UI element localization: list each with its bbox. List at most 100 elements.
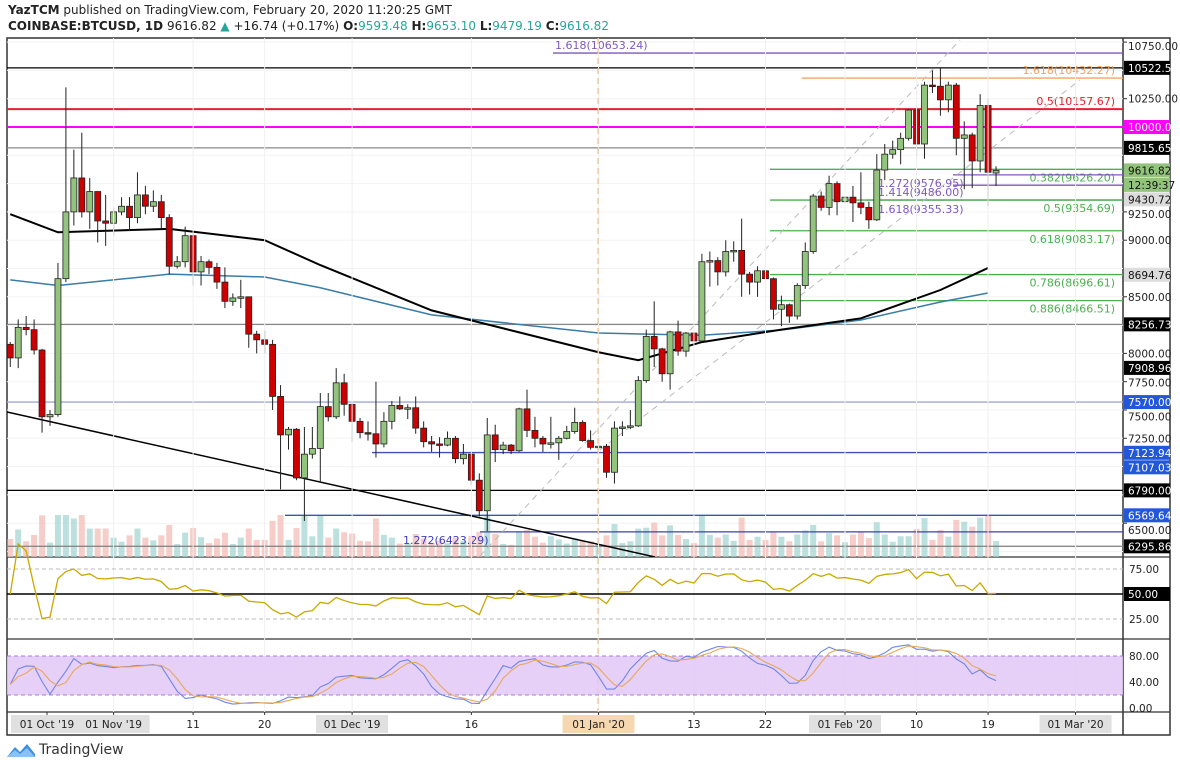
volume-bar [221, 532, 228, 557]
time-tick-label: 01 Dec '19 [324, 719, 381, 731]
candle [205, 261, 213, 268]
candle [698, 261, 706, 342]
fib-level-label: 0.786(8696.61) [1029, 277, 1115, 290]
candle [611, 427, 618, 473]
price-axis-label-bg [1124, 460, 1170, 475]
publish-info: YazTCM published on TradingView.com, Feb… [8, 3, 452, 17]
volume-bar [357, 540, 364, 557]
candle [54, 278, 62, 415]
candle [308, 448, 316, 455]
candle [642, 336, 650, 381]
candle [332, 382, 340, 418]
level-axis-label: 10000.00 [1128, 122, 1178, 134]
volume-bar [977, 517, 984, 557]
volume-bar [396, 543, 403, 557]
candle [770, 278, 777, 310]
volume-bar [269, 520, 276, 557]
candle [857, 202, 865, 208]
candle [221, 281, 229, 302]
volume-bar [635, 528, 642, 557]
level-axis-label: 6295.86 [1128, 541, 1172, 553]
volume-bar [563, 543, 570, 557]
candle [316, 406, 324, 449]
level-axis-label: 9815.65 [1128, 143, 1171, 155]
candle [420, 427, 428, 443]
candle [921, 84, 928, 145]
volume-bar [524, 529, 530, 557]
volume-bar [78, 515, 85, 557]
candle [722, 251, 730, 273]
candle [483, 434, 491, 512]
candle [960, 134, 968, 139]
stoch-band [7, 656, 1123, 695]
candle [372, 433, 380, 445]
candle [300, 453, 308, 479]
fib-level-label: 0.5(9354.69) [1043, 202, 1115, 215]
candle [459, 453, 467, 460]
time-tick-label: 10 [910, 719, 923, 731]
volume-bar [365, 541, 371, 557]
price-axis-label-bg [1124, 360, 1170, 375]
volume-bar [62, 515, 69, 557]
time-tick-label: 13 [687, 719, 700, 731]
volume-bar [206, 543, 212, 557]
level-axis-label: 7570.00 [1128, 397, 1171, 409]
candle [778, 304, 785, 310]
high-label: H: [411, 19, 427, 33]
level-axis-label-bg [1124, 445, 1170, 460]
candle [944, 84, 952, 101]
fib-level-label: 1.618(10432.27) [1022, 64, 1115, 77]
volume-bar [39, 515, 46, 557]
volume-bar [683, 539, 689, 557]
volume-bar [150, 540, 157, 557]
fib-level-label: 1.414(9486.00) [878, 186, 964, 199]
time-label-bg [562, 715, 635, 733]
fib-level-label: 0.618(9083.17) [1029, 233, 1115, 246]
candle [801, 251, 809, 286]
time-label-bg [1039, 715, 1112, 733]
candle [444, 437, 451, 446]
volume-bar [810, 524, 817, 557]
volume-bar [229, 544, 236, 557]
candle [94, 191, 102, 222]
candle [976, 105, 984, 162]
fib-level-label: 0.382(9626.20) [1029, 171, 1115, 184]
candle [507, 444, 515, 452]
price-tick-label: 7500.00 [1128, 412, 1171, 424]
candle [833, 183, 841, 203]
level-axis-label-bg [1124, 395, 1170, 410]
level-axis-label-bg [1124, 120, 1170, 134]
candle [157, 201, 165, 218]
open-value: 9593.48 [358, 19, 408, 33]
candle [809, 195, 817, 252]
candle [102, 220, 110, 224]
level-axis-label: 10522.53 [1128, 63, 1178, 75]
candle [523, 408, 531, 431]
volume-bar [285, 539, 292, 557]
level-axis-label-bg [1124, 483, 1170, 498]
countdown-label-bg [1124, 177, 1170, 192]
candle [30, 329, 38, 351]
time-tick-label: 20 [258, 719, 271, 731]
candle [650, 336, 658, 350]
price-axis-label-bg [1124, 163, 1170, 178]
volume-bar [746, 539, 753, 557]
volume-bar [102, 528, 109, 557]
candle [674, 331, 682, 352]
candle [78, 177, 86, 213]
candle [873, 169, 881, 221]
price-tick-label: 8500.00 [1128, 292, 1171, 304]
volume-bar [341, 532, 348, 557]
candle [619, 426, 626, 429]
candle [165, 217, 173, 267]
candle [70, 177, 78, 213]
volume-bar [476, 531, 483, 557]
stoch-k-line [9, 644, 997, 705]
candle [714, 260, 722, 273]
ma200-line [10, 273, 989, 337]
candle [571, 422, 579, 432]
volume-bar [317, 515, 324, 557]
level-axis-label-bg [1124, 317, 1170, 332]
volume-bar [698, 515, 705, 557]
